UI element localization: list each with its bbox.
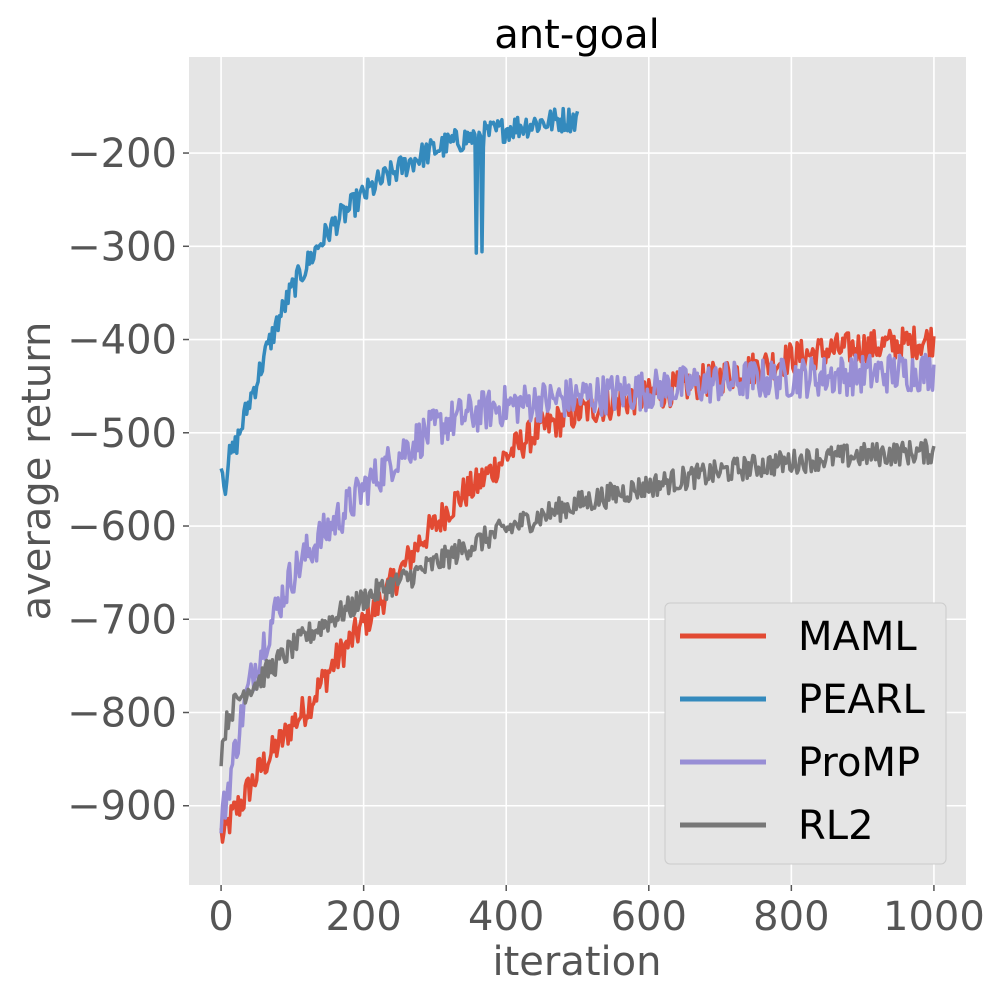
y-tick-label: −800 xyxy=(67,691,177,737)
y-tick-label: −200 xyxy=(67,131,177,177)
x-tick-label: 600 xyxy=(611,894,687,940)
x-tick-label: 1000 xyxy=(883,894,985,940)
legend-label-promp: ProMP xyxy=(798,740,920,786)
legend-label-pearl: PEARL xyxy=(798,677,926,723)
y-axis-ticks: −900 −800 −700 −600 −500 −400 −300 −200 xyxy=(67,131,189,830)
y-tick-label: −400 xyxy=(67,318,177,364)
legend: MAML PEARL ProMP RL2 xyxy=(664,602,947,865)
y-tick-label: −500 xyxy=(67,411,177,457)
x-tick-label: 0 xyxy=(208,894,233,940)
series-layer xyxy=(219,106,936,844)
series-line-promp xyxy=(219,352,936,834)
legend-label-maml: MAML xyxy=(798,614,917,660)
x-tick-label: 200 xyxy=(325,894,401,940)
series-line-pearl xyxy=(219,106,580,497)
y-tick-label: −600 xyxy=(67,504,177,550)
chart-title: ant-goal xyxy=(494,12,659,58)
legend-label-rl2: RL2 xyxy=(798,803,874,849)
y-tick-label: −900 xyxy=(67,784,177,830)
legend-box xyxy=(664,602,947,865)
y-axis-label: average return xyxy=(14,322,60,621)
grid-lines xyxy=(189,57,966,885)
x-axis-ticks: 0 200 400 600 800 1000 xyxy=(208,885,985,940)
x-axis-label: iteration xyxy=(493,939,662,985)
y-tick-label: −700 xyxy=(67,597,177,643)
x-tick-label: 400 xyxy=(468,894,544,940)
y-tick-label: −300 xyxy=(67,224,177,270)
series-line-rl2 xyxy=(219,438,936,767)
series-line-maml xyxy=(219,325,936,844)
x-tick-label: 800 xyxy=(753,894,829,940)
